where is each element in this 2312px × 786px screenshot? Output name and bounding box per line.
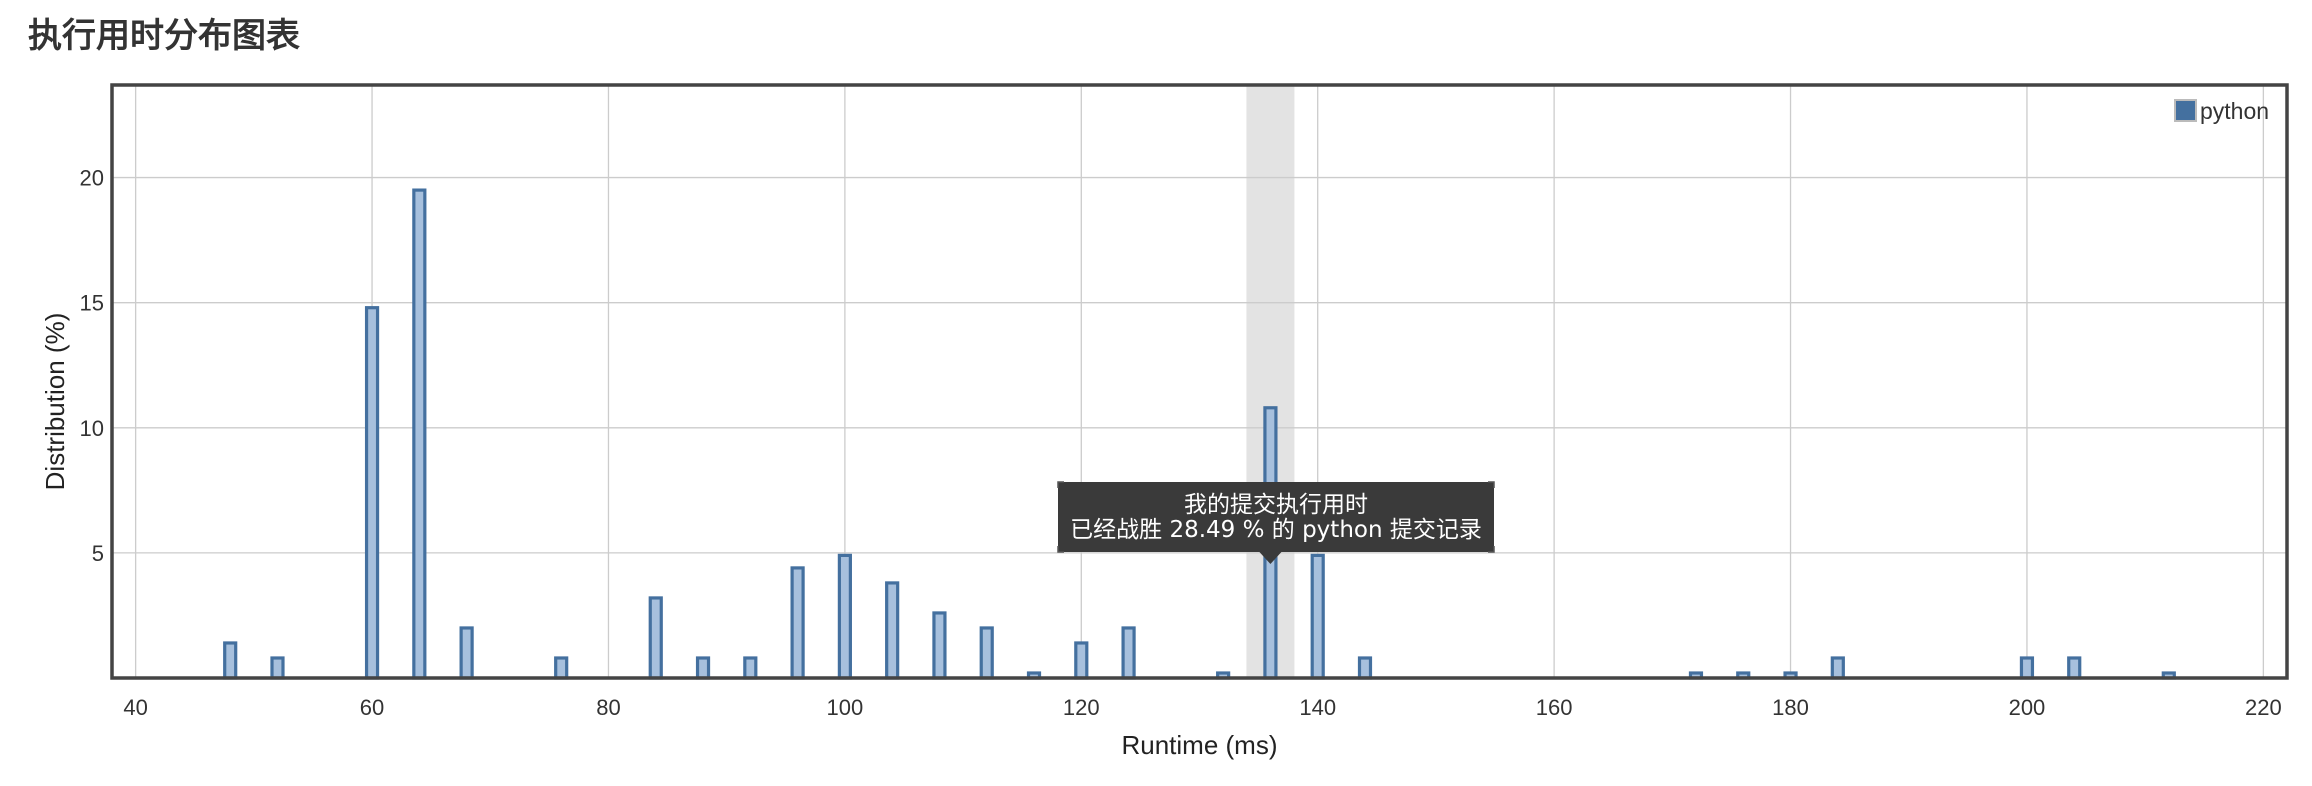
- x-tick-label: 60: [360, 695, 384, 720]
- x-axis-ticks: 40 60 80 100 120 140 160 180 200 220: [123, 695, 2281, 720]
- tooltip-corner-markers: [1057, 481, 1495, 553]
- bar[interactable]: [2019, 656, 2035, 680]
- x-tick-label: 40: [123, 695, 147, 720]
- y-axis-title: Distribution (%): [40, 313, 70, 491]
- tooltip-corner: [1057, 481, 1064, 488]
- tooltip-corner: [1057, 546, 1064, 553]
- bar[interactable]: [1074, 641, 1089, 680]
- plot-frame: [110, 83, 2289, 680]
- tooltip-corner: [1488, 546, 1495, 553]
- bar[interactable]: [223, 641, 238, 680]
- legend-swatch: [2174, 99, 2197, 122]
- y-axis-ticks: 5 10 15 20: [80, 166, 104, 566]
- tooltip-arrow: [1259, 552, 1282, 564]
- bar[interactable]: [648, 596, 663, 680]
- tooltip-line-2: 已经战胜 28.49 % 的 python 提交记录: [1070, 517, 1482, 543]
- bar[interactable]: [459, 626, 474, 680]
- x-axis-title: Runtime (ms): [1121, 730, 1277, 760]
- tooltip: 我的提交执行用时 已经战胜 28.49 % 的 python 提交记录: [1057, 481, 1495, 564]
- tooltip-corner: [1488, 481, 1495, 488]
- legend[interactable]: python: [2174, 98, 2269, 124]
- bar[interactable]: [885, 581, 900, 680]
- bar[interactable]: [743, 656, 758, 680]
- x-tick-label: 140: [1299, 695, 1336, 720]
- y-tick-label: 20: [80, 166, 104, 191]
- x-tick-label: 200: [2009, 695, 2046, 720]
- x-tick-label: 180: [1772, 695, 1809, 720]
- bar[interactable]: [790, 566, 805, 680]
- bar[interactable]: [412, 188, 427, 680]
- bars-layer[interactable]: [223, 188, 2176, 680]
- bar[interactable]: [1310, 553, 1325, 680]
- grid-layer: [112, 85, 2287, 678]
- x-tick-label: 100: [827, 695, 864, 720]
- bar[interactable]: [1121, 626, 1136, 680]
- x-tick-label: 220: [2245, 695, 2282, 720]
- page-title: 执行用时分布图表: [28, 16, 300, 56]
- legend-label-python: python: [2200, 98, 2269, 124]
- y-tick-label: 5: [92, 541, 104, 566]
- x-tick-label: 120: [1063, 695, 1100, 720]
- bar[interactable]: [837, 553, 852, 680]
- bar[interactable]: [554, 656, 569, 680]
- bar[interactable]: [270, 656, 285, 680]
- bar[interactable]: [932, 611, 947, 680]
- bar[interactable]: [1357, 656, 1373, 680]
- x-tick-label: 80: [596, 695, 620, 720]
- y-tick-label: 10: [80, 416, 104, 441]
- y-tick-label: 15: [80, 291, 104, 316]
- tooltip-background: [1058, 482, 1494, 552]
- bar[interactable]: [1830, 656, 1845, 680]
- bar[interactable]: [2067, 656, 2082, 680]
- bar[interactable]: [979, 626, 994, 680]
- tooltip-line-1: 我的提交执行用时: [1184, 492, 1368, 518]
- bar[interactable]: [695, 656, 711, 680]
- bar[interactable]: [364, 306, 380, 680]
- x-tick-label: 160: [1536, 695, 1573, 720]
